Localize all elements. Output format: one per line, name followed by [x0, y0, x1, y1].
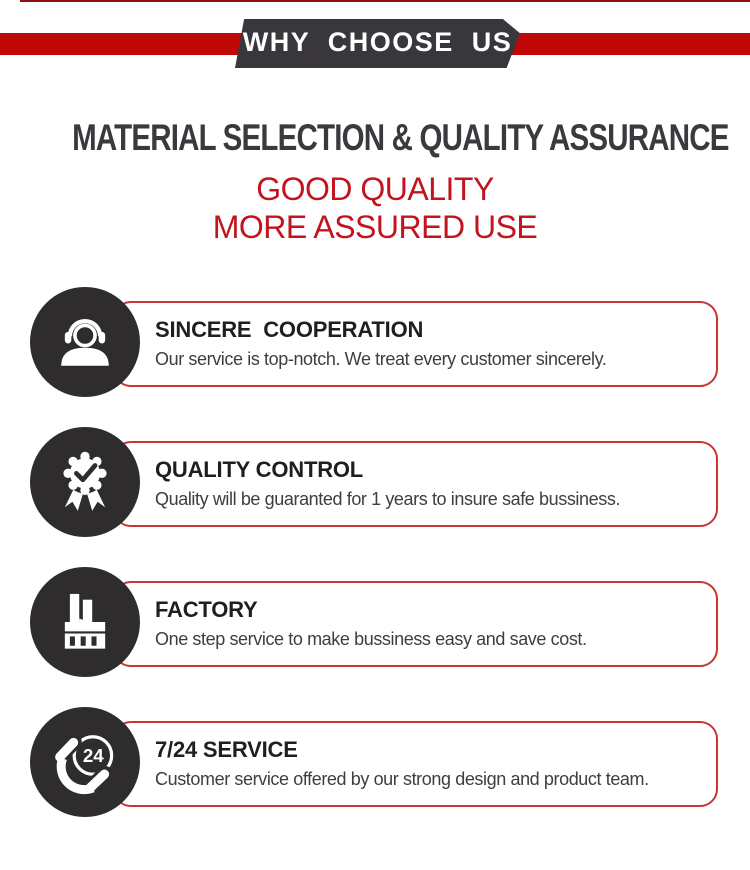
tagline-line1: GOOD QUALITY	[256, 171, 494, 207]
feature-description: Quality will be guaranted for 1 years to…	[155, 488, 621, 509]
feature-description: Customer service offered by our strong d…	[155, 768, 649, 789]
feature-list: SINCERE COOPERATION Our service is top-n…	[28, 287, 722, 847]
headline: MATERIAL SELECTION & QUALITY ASSURANCE	[0, 116, 750, 159]
feature-card: SINCERE COOPERATION Our service is top-n…	[113, 301, 718, 387]
feature-724-service: 24 7/24 SERVICE Customer service offered…	[28, 707, 722, 817]
feature-quality-control: QUALITY CONTROL Quality will be guarante…	[28, 427, 722, 537]
feature-description: One step service to make bussiness easy …	[155, 628, 587, 649]
headline-text: MATERIAL SELECTION & QUALITY ASSURANCE	[72, 116, 729, 159]
feature-sincere-cooperation: SINCERE COOPERATION Our service is top-n…	[28, 287, 722, 397]
feature-card: 7/24 SERVICE Customer service offered by…	[113, 721, 718, 807]
feature-card: QUALITY CONTROL Quality will be guarante…	[113, 441, 718, 527]
feature-description: Our service is top-notch. We treat every…	[155, 348, 607, 369]
phone-badge-24: 24	[83, 745, 104, 766]
feature-card: FACTORY One step service to make bussine…	[113, 581, 718, 667]
factory-icon	[30, 567, 140, 677]
feature-title: FACTORY	[155, 596, 258, 622]
top-divider-line	[20, 0, 750, 2]
tagline-line2: MORE ASSURED USE	[212, 209, 538, 245]
section-banner: WHY CHOOSE US	[235, 19, 520, 68]
feature-factory: FACTORY One step service to make bussine…	[28, 567, 722, 677]
feature-title: SINCERE COOPERATION	[155, 316, 424, 342]
feature-title: QUALITY CONTROL	[155, 456, 364, 482]
feature-title: 7/24 SERVICE	[155, 736, 298, 762]
section-banner-label: WHY CHOOSE US	[242, 27, 513, 57]
headset-icon	[30, 287, 140, 397]
tagline: GOOD QUALITY MORE ASSURED USE	[0, 170, 750, 246]
medal-icon	[30, 427, 140, 537]
phone-24-icon: 24	[30, 707, 140, 817]
